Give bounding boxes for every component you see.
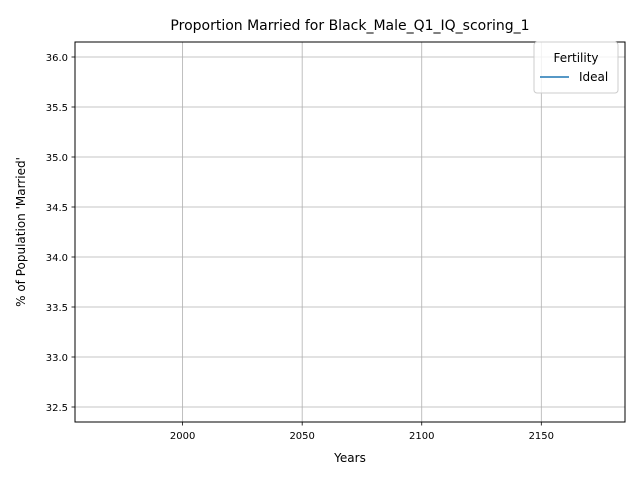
y-tick-label: 36.0: [46, 53, 68, 64]
legend: Fertility Ideal: [533, 41, 619, 94]
y-tick-label: 35.5: [46, 103, 68, 114]
chart-title: Proportion Married for Black_Male_Q1_IQ_…: [170, 18, 529, 34]
plot-frame: [74, 41, 626, 423]
x-tick-label: 2100: [409, 431, 434, 442]
legend-label-ideal: Ideal: [579, 70, 608, 84]
x-axis-label: Years: [333, 451, 366, 465]
x-tick-label: 2000: [170, 431, 195, 442]
y-tick-label: 35.0: [46, 153, 68, 164]
y-tick-label: 32.5: [46, 403, 68, 414]
x-tick-label: 2150: [529, 431, 554, 442]
y-axis-label: % of Population 'Married': [14, 157, 28, 307]
x-tick-label: 2050: [289, 431, 314, 442]
y-axis: 32.5 33.0 33.5 34.0 34.5 35.0 35.5 36.0: [46, 53, 75, 414]
plot-area: [75, 42, 625, 422]
y-tick-label: 34.5: [46, 203, 68, 214]
y-tick-label: 33.5: [46, 303, 68, 314]
legend-title: Fertility: [553, 51, 598, 65]
y-tick-label: 34.0: [46, 253, 68, 264]
grid: [75, 42, 625, 422]
legend-box: [533, 41, 619, 94]
x-axis: 2000 2050 2100 2150: [170, 422, 554, 442]
y-tick-label: 33.0: [46, 353, 68, 364]
